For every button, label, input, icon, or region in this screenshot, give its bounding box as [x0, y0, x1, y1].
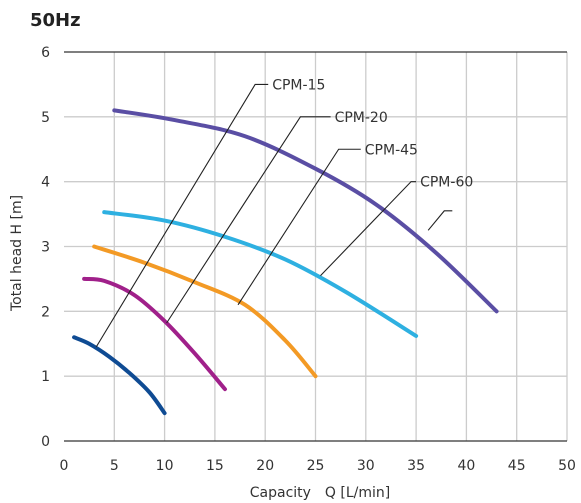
leader-line-cpm-20 — [166, 116, 331, 324]
y-tick-label: 5 — [41, 110, 50, 126]
x-tick-label: 5 — [110, 458, 119, 474]
x-tick-label: 45 — [508, 458, 526, 474]
x-tick-label: 30 — [357, 458, 375, 474]
series-label-cpm-20: CPM-20 — [335, 110, 388, 126]
x-axis-label: Capacity Q [L/min] — [250, 485, 391, 501]
leaders: CPM-15 CPM-20 CPM-45 CPM-60 — [95, 77, 473, 348]
y-axis-label: Total head H [m] — [9, 195, 25, 312]
series-label-cpm-45: CPM-45 — [365, 142, 418, 158]
x-tick-label: 10 — [156, 458, 174, 474]
y-tick-label: 1 — [41, 369, 50, 385]
leader-line-cpm-15 — [95, 83, 269, 348]
grid — [64, 51, 568, 442]
y-tick-label: 6 — [41, 45, 50, 61]
x-tick-label: 20 — [256, 458, 274, 474]
series — [72, 108, 499, 416]
curve-cpm-45 — [92, 244, 318, 379]
curve-cpm-20 — [82, 276, 227, 392]
curve-cpm-60 — [102, 210, 419, 338]
x-tick-label: 40 — [457, 458, 475, 474]
series-label-cpm-15: CPM-15 — [272, 77, 325, 93]
x-tick-label: 15 — [206, 458, 224, 474]
x-tick-label: 0 — [60, 458, 69, 474]
leader-line-cpm-45 — [237, 148, 361, 306]
y-tick-label: 2 — [41, 304, 50, 320]
curve-cpm-15 — [72, 335, 167, 416]
y-tick-label: 4 — [41, 175, 50, 191]
x-tick-label: 50 — [558, 458, 576, 474]
curve-series-5 — [112, 108, 499, 314]
series-label-cpm-60: CPM-60 — [420, 175, 473, 191]
leader-line-series-5 — [427, 210, 453, 231]
y-tick-label: 0 — [41, 434, 50, 450]
chart-title: 50Hz — [30, 10, 81, 31]
x-tick-label: 25 — [307, 458, 325, 474]
x-tick-label: 35 — [407, 458, 425, 474]
y-tick-label: 3 — [41, 240, 50, 256]
leader-line-cpm-60 — [320, 181, 417, 277]
